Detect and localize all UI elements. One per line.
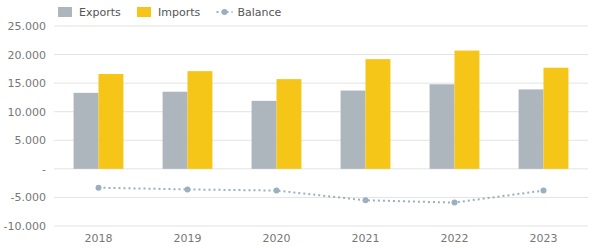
bar — [277, 79, 302, 169]
legend: Exports Imports Balance — [58, 6, 282, 19]
bar — [544, 68, 569, 169]
bar — [252, 101, 277, 169]
y-tick-label: 10.000 — [8, 106, 47, 119]
bar — [341, 91, 366, 169]
legend-swatch — [137, 7, 151, 17]
legend-item: Exports — [58, 6, 121, 19]
marker — [363, 197, 369, 203]
bar — [188, 71, 213, 169]
y-tick-label: 20.000 — [8, 49, 47, 62]
grid-line — [54, 111, 588, 112]
grid — [54, 26, 588, 226]
y-tick-label: -10.000 — [4, 220, 46, 233]
grid-line — [54, 168, 588, 169]
bar — [455, 51, 480, 169]
y-tick-label: -5.000 — [11, 191, 46, 204]
y-tick-label: 15.000 — [8, 77, 47, 90]
marker — [185, 186, 191, 192]
marker — [452, 200, 458, 206]
line — [99, 188, 544, 203]
legend-swatch — [58, 7, 72, 17]
legend-label: Imports — [158, 6, 201, 19]
x-tick-label: 2020 — [263, 232, 291, 245]
marker — [96, 185, 102, 191]
bar — [519, 89, 544, 168]
legend-swatch — [222, 9, 228, 15]
y-tick-label: 25.000 — [8, 20, 47, 33]
x-tick-label: 2021 — [352, 232, 380, 245]
plot-area — [74, 51, 569, 206]
grid-line — [54, 83, 588, 84]
grid-line — [54, 26, 588, 27]
grid-line — [54, 54, 588, 55]
bar — [99, 74, 124, 169]
x-tick-label: 2019 — [174, 232, 202, 245]
y-tick-label: 5.000 — [15, 134, 47, 147]
x-tick-label: 2018 — [85, 232, 113, 245]
grid-line — [54, 226, 588, 227]
legend-label: Exports — [79, 6, 121, 19]
grid-line — [54, 140, 588, 141]
marker — [274, 188, 280, 194]
y-tick-label: - — [42, 163, 46, 176]
bar — [430, 84, 455, 169]
grid-line — [54, 197, 588, 198]
x-tick-label: 2022 — [441, 232, 469, 245]
marker — [541, 188, 547, 194]
x-tick-label: 2023 — [530, 232, 558, 245]
legend-item: Balance — [217, 6, 282, 19]
legend-item: Imports — [137, 6, 201, 19]
bar — [163, 92, 188, 169]
bar — [366, 59, 391, 169]
bar — [74, 93, 99, 169]
chart: -10.000-5.000-5.00010.00015.00020.00025.… — [0, 0, 600, 248]
legend-label: Balance — [238, 6, 282, 19]
